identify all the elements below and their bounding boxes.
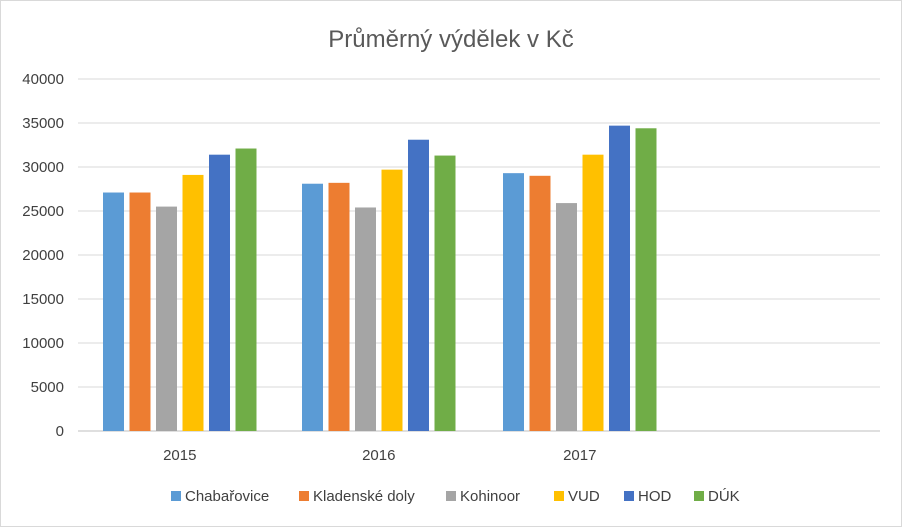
legend-label: DÚK: [708, 488, 740, 505]
y-tick-label: 0: [56, 423, 64, 440]
bar-2017-3: [582, 154, 604, 431]
chart-title: Průměrný výdělek v Kč: [328, 26, 573, 53]
bar-2015-1: [129, 192, 151, 431]
bar-2017-4: [609, 125, 630, 431]
y-tick-label: 35000: [22, 115, 64, 132]
y-tick-label: 15000: [22, 291, 64, 308]
bar-2015-4: [209, 154, 230, 431]
legend-swatch: [446, 491, 456, 501]
bar-2015-0: [103, 192, 124, 431]
bar-2016-1: [328, 182, 350, 431]
bar-2017-2: [556, 203, 577, 431]
bar-2015-3: [182, 174, 204, 432]
legend-swatch: [554, 491, 564, 501]
y-tick-label: 10000: [22, 335, 64, 352]
bar-2017-5: [635, 128, 657, 431]
bar-2015-5: [235, 148, 257, 431]
bar-2017-1: [529, 175, 551, 431]
y-tick-label: 25000: [22, 203, 64, 220]
legend: Chabařovice Kladenské doly Kohinoor VUD HOD D…: [171, 488, 740, 505]
bars: [103, 125, 657, 432]
legend-swatch: [624, 491, 634, 501]
y-tick-label: 5000: [31, 379, 64, 396]
legend-swatch: [171, 491, 181, 501]
bar-2016-5: [434, 155, 456, 431]
y-tick-label: 40000: [22, 71, 64, 88]
legend-swatch: [299, 491, 309, 501]
bar-2016-0: [302, 183, 323, 431]
bar-2016-4: [408, 139, 429, 431]
x-tick-label: 2016: [362, 447, 395, 464]
bar-2017-0: [503, 173, 524, 431]
y-tick-labels: 0 5000 10000 15000 20000 25000 30000 35000 40000: [22, 71, 64, 440]
bar-2015-2: [156, 206, 177, 431]
legend-swatch: [694, 491, 704, 501]
legend-label: HOD: [638, 488, 672, 505]
legend-label: Kladenské doly: [313, 488, 415, 505]
legend-label: Kohinoor: [460, 488, 520, 505]
x-tick-label: 2015: [163, 447, 196, 464]
y-tick-label: 20000: [22, 247, 64, 264]
legend-label: Chabařovice: [185, 488, 269, 505]
y-tick-label: 30000: [22, 159, 64, 176]
bar-2016-3: [381, 169, 403, 431]
legend-label: VUD: [568, 488, 600, 505]
bar-2016-2: [355, 207, 376, 431]
x-tick-label: 2017: [563, 447, 596, 464]
x-tick-labels: 2015 2016 2017: [163, 447, 596, 464]
